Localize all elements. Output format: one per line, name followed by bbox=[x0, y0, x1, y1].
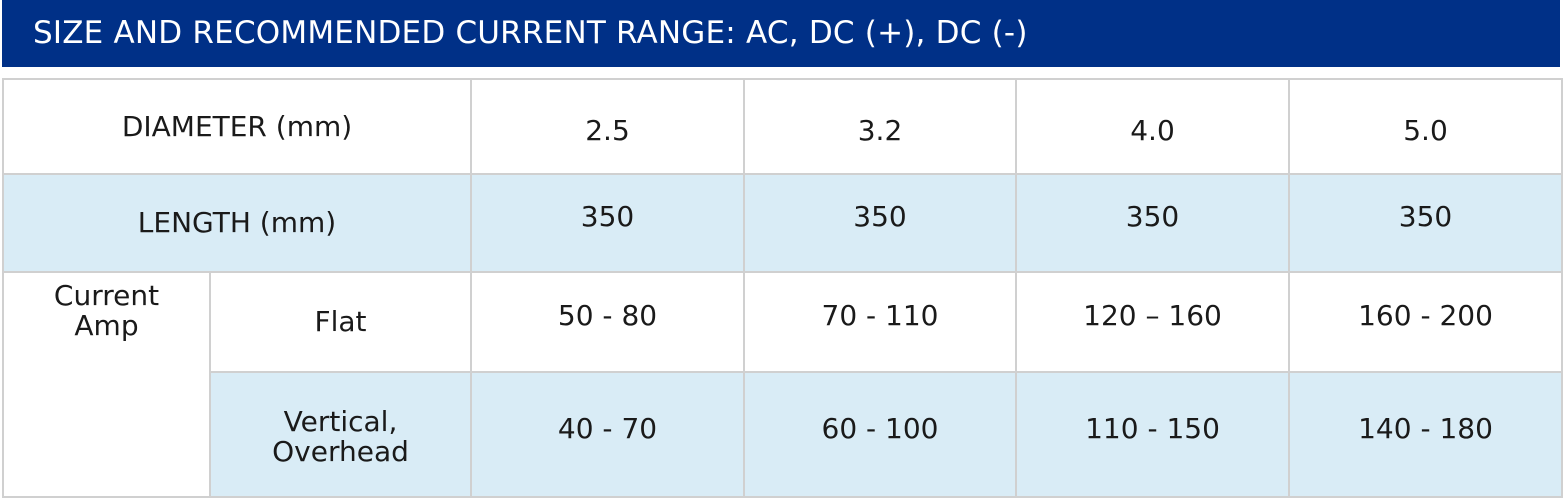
diameter-row: DIAMETER (mm) 2.5 3.2 4.0 5.0 bbox=[2, 78, 1563, 175]
vertical-value-text: 60 - 100 bbox=[821, 411, 939, 445]
vertical-value: 40 - 70 bbox=[470, 371, 745, 498]
diameter-value-text: 4.0 bbox=[1130, 113, 1175, 147]
length-value-text: 350 bbox=[1125, 200, 1180, 233]
flat-value: 120 – 160 bbox=[1015, 271, 1290, 373]
length-row: LENGTH (mm) 350 350 350 350 bbox=[2, 173, 1563, 273]
length-label: LENGTH (mm) bbox=[2, 173, 472, 273]
vertical-value: 140 - 180 bbox=[1288, 371, 1563, 498]
vertical-value-text: 40 - 70 bbox=[557, 411, 658, 445]
vertical-overhead-label: Vertical, Overhead bbox=[209, 371, 472, 498]
diameter-value: 2.5 bbox=[470, 78, 745, 175]
vertical-value: 110 - 150 bbox=[1015, 371, 1290, 498]
table-title: SIZE AND RECOMMENDED CURRENT RANGE: AC, … bbox=[2, 0, 1560, 67]
vertical-label-line: Vertical, bbox=[283, 404, 398, 438]
length-value: 350 bbox=[743, 173, 1017, 273]
diameter-value-text: 2.5 bbox=[585, 113, 630, 147]
diameter-value: 3.2 bbox=[743, 78, 1017, 175]
length-value: 350 bbox=[470, 173, 745, 273]
length-value-text: 350 bbox=[580, 200, 635, 233]
flat-value: 160 - 200 bbox=[1288, 271, 1563, 373]
specification-table: DIAMETER (mm) 2.5 3.2 4.0 5.0 LENGTH (mm… bbox=[2, 78, 1563, 498]
flat-value-text: 160 - 200 bbox=[1358, 299, 1493, 332]
flat-value-text: 120 – 160 bbox=[1083, 299, 1222, 332]
flat-value: 50 - 80 bbox=[470, 271, 745, 373]
flat-value-text: 50 - 80 bbox=[557, 299, 658, 332]
length-value-text: 350 bbox=[853, 200, 907, 233]
length-label-text: LENGTH (mm) bbox=[137, 206, 337, 239]
flat-value: 70 - 110 bbox=[743, 271, 1017, 373]
amp-label-line: Amp bbox=[74, 308, 139, 342]
diameter-value-text: 3.2 bbox=[857, 113, 903, 147]
current-amp-label: Current Amp bbox=[2, 271, 211, 498]
diameter-value: 5.0 bbox=[1288, 78, 1563, 175]
overhead-label-line: Overhead bbox=[272, 434, 409, 468]
diameter-value-text: 5.0 bbox=[1403, 113, 1448, 147]
vertical-value-text: 110 - 150 bbox=[1085, 411, 1220, 445]
flat-label-text: Flat bbox=[314, 305, 367, 338]
length-value: 350 bbox=[1288, 173, 1563, 273]
flat-row: Current Amp Flat 50 - 80 70 - 110 120 – … bbox=[2, 271, 1563, 498]
length-value: 350 bbox=[1015, 173, 1290, 273]
vertical-value-text: 140 - 180 bbox=[1358, 411, 1493, 445]
vertical-overhead-row: Vertical, Overhead 40 - 70 60 - 100 110 … bbox=[3, 371, 1563, 498]
current-label-line: Current bbox=[53, 278, 160, 312]
length-value-text: 350 bbox=[1398, 200, 1453, 233]
flat-value-text: 70 - 110 bbox=[821, 299, 939, 332]
diameter-label: DIAMETER (mm) bbox=[2, 78, 472, 175]
vertical-value: 60 - 100 bbox=[743, 371, 1017, 498]
diameter-value: 4.0 bbox=[1015, 78, 1290, 175]
flat-label: Flat bbox=[209, 271, 472, 373]
diameter-label-text: DIAMETER (mm) bbox=[121, 109, 353, 143]
